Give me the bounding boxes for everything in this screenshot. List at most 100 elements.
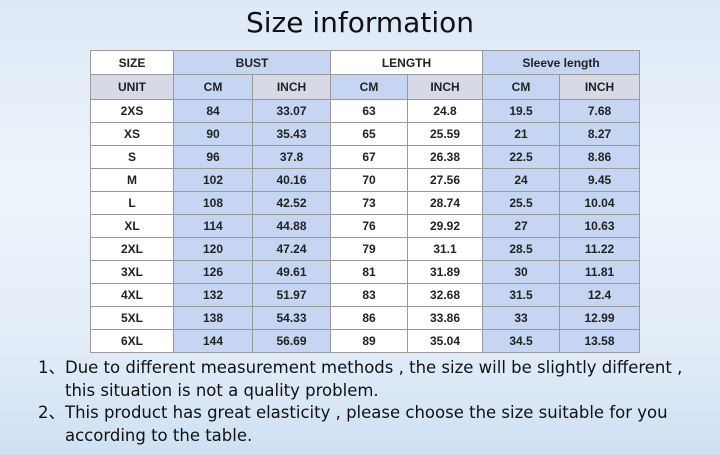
cell: XL bbox=[90, 214, 174, 238]
cell: 34.5 bbox=[482, 329, 560, 353]
unit-cell: CM bbox=[482, 74, 560, 100]
cell: 73 bbox=[330, 191, 408, 215]
cell: 56.69 bbox=[252, 329, 331, 353]
cell: 138 bbox=[173, 306, 253, 330]
unit-cell: UNIT bbox=[90, 74, 174, 100]
size-row: M 102 40.16 70 27.56 24 9.45 bbox=[90, 168, 640, 192]
note-marker: 1、 bbox=[38, 358, 65, 377]
cell: 35.04 bbox=[407, 329, 483, 353]
cell: 44.88 bbox=[252, 214, 331, 238]
cell: 26.38 bbox=[407, 145, 483, 169]
note: 1、 Due to different measurement methods ,… bbox=[38, 357, 682, 402]
cell: 31.1 bbox=[407, 237, 483, 261]
cell: 83 bbox=[330, 283, 408, 307]
note-line: this situation is not a quality problem. bbox=[65, 380, 379, 400]
cell: 2XL bbox=[90, 237, 174, 261]
size-row: 5XL 138 54.33 86 33.86 33 12.99 bbox=[90, 306, 640, 330]
note-line: Due to different measurement methods , t… bbox=[65, 358, 683, 377]
cell: 2XS bbox=[90, 99, 174, 123]
cell: XS bbox=[90, 122, 174, 146]
cell: 144 bbox=[173, 329, 253, 353]
group-header: SIZE bbox=[90, 50, 174, 75]
cell: 31.5 bbox=[482, 283, 560, 307]
cell: S bbox=[90, 145, 174, 169]
note-line: according to the table. bbox=[65, 425, 253, 445]
cell: 67 bbox=[330, 145, 408, 169]
cell: 86 bbox=[330, 306, 408, 330]
cell: 11.81 bbox=[559, 260, 640, 284]
cell: 10.04 bbox=[559, 191, 640, 215]
cell: 70 bbox=[330, 168, 408, 192]
cell: M bbox=[90, 168, 174, 192]
cell: 12.4 bbox=[559, 283, 640, 307]
notes: 1、 Due to different measurement methods ,… bbox=[38, 357, 682, 447]
size-row: 2XL 120 47.24 79 31.1 28.5 11.22 bbox=[90, 237, 640, 261]
cell: 19.5 bbox=[482, 99, 560, 123]
cell: 40.16 bbox=[252, 168, 331, 192]
size-row: L 108 42.52 73 28.74 25.5 10.04 bbox=[90, 191, 640, 215]
cell: 6XL bbox=[90, 329, 174, 353]
cell: 9.45 bbox=[559, 168, 640, 192]
cell: 27 bbox=[482, 214, 560, 238]
cell: 25.5 bbox=[482, 191, 560, 215]
cell: 27.56 bbox=[407, 168, 483, 192]
cell: 28.74 bbox=[407, 191, 483, 215]
unit-row: UNIT CM INCH CM INCH CM INCH bbox=[90, 74, 640, 100]
unit-cell: CM bbox=[330, 74, 408, 100]
cell: 5XL bbox=[90, 306, 174, 330]
group-header: BUST bbox=[173, 50, 331, 75]
cell: 22.5 bbox=[482, 145, 560, 169]
cell: 126 bbox=[173, 260, 253, 284]
cell: 8.27 bbox=[559, 122, 640, 146]
group-header: Sleeve length bbox=[482, 50, 640, 75]
cell: 33.86 bbox=[407, 306, 483, 330]
cell: 4XL bbox=[90, 283, 174, 307]
cell: 90 bbox=[173, 122, 253, 146]
cell: 114 bbox=[173, 214, 253, 238]
cell: 89 bbox=[330, 329, 408, 353]
title: Size information bbox=[246, 6, 474, 39]
cell: 51.97 bbox=[252, 283, 331, 307]
cell: 84 bbox=[173, 99, 253, 123]
cell: 102 bbox=[173, 168, 253, 192]
note-text: Due to different measurement methods , t… bbox=[65, 357, 682, 402]
cell: 65 bbox=[330, 122, 408, 146]
cell: 49.61 bbox=[252, 260, 331, 284]
note-marker: 2、 bbox=[38, 403, 65, 422]
size-row: 4XL 132 51.97 83 32.68 31.5 12.4 bbox=[90, 283, 640, 307]
unit-cell: INCH bbox=[559, 74, 640, 100]
cell: 79 bbox=[330, 237, 408, 261]
size-row: 3XL 126 49.61 81 31.89 30 11.81 bbox=[90, 260, 640, 284]
cell: 25.59 bbox=[407, 122, 483, 146]
cell: 76 bbox=[330, 214, 408, 238]
cell: 7.68 bbox=[559, 99, 640, 123]
cell: 33 bbox=[482, 306, 560, 330]
note-line: This product has great elasticity , plea… bbox=[65, 403, 668, 422]
cell: 132 bbox=[173, 283, 253, 307]
cell: 37.8 bbox=[252, 145, 331, 169]
cell: 35.43 bbox=[252, 122, 331, 146]
cell: 32.68 bbox=[407, 283, 483, 307]
cell: 24.8 bbox=[407, 99, 483, 123]
cell: 13.58 bbox=[559, 329, 640, 353]
header-row: SIZE BUST LENGTH Sleeve length bbox=[90, 50, 640, 75]
note-text: This product has great elasticity , plea… bbox=[65, 402, 668, 447]
cell: 29.92 bbox=[407, 214, 483, 238]
cell: 10.63 bbox=[559, 214, 640, 238]
cell: 33.07 bbox=[252, 99, 331, 123]
cell: L bbox=[90, 191, 174, 215]
size-table: SIZE BUST LENGTH Sleeve length UNIT CM INCH CM I… bbox=[90, 50, 640, 353]
cell: 63 bbox=[330, 99, 408, 123]
cell: 11.22 bbox=[559, 237, 640, 261]
cell: 12.99 bbox=[559, 306, 640, 330]
note: 2、 This product has great elasticity , pl… bbox=[38, 402, 682, 447]
size-row: XL 114 44.88 76 29.92 27 10.63 bbox=[90, 214, 640, 238]
cell: 96 bbox=[173, 145, 253, 169]
cell: 108 bbox=[173, 191, 253, 215]
cell: 81 bbox=[330, 260, 408, 284]
unit-cell: CM bbox=[173, 74, 253, 100]
cell: 42.52 bbox=[252, 191, 331, 215]
cell: 28.5 bbox=[482, 237, 560, 261]
cell: 21 bbox=[482, 122, 560, 146]
